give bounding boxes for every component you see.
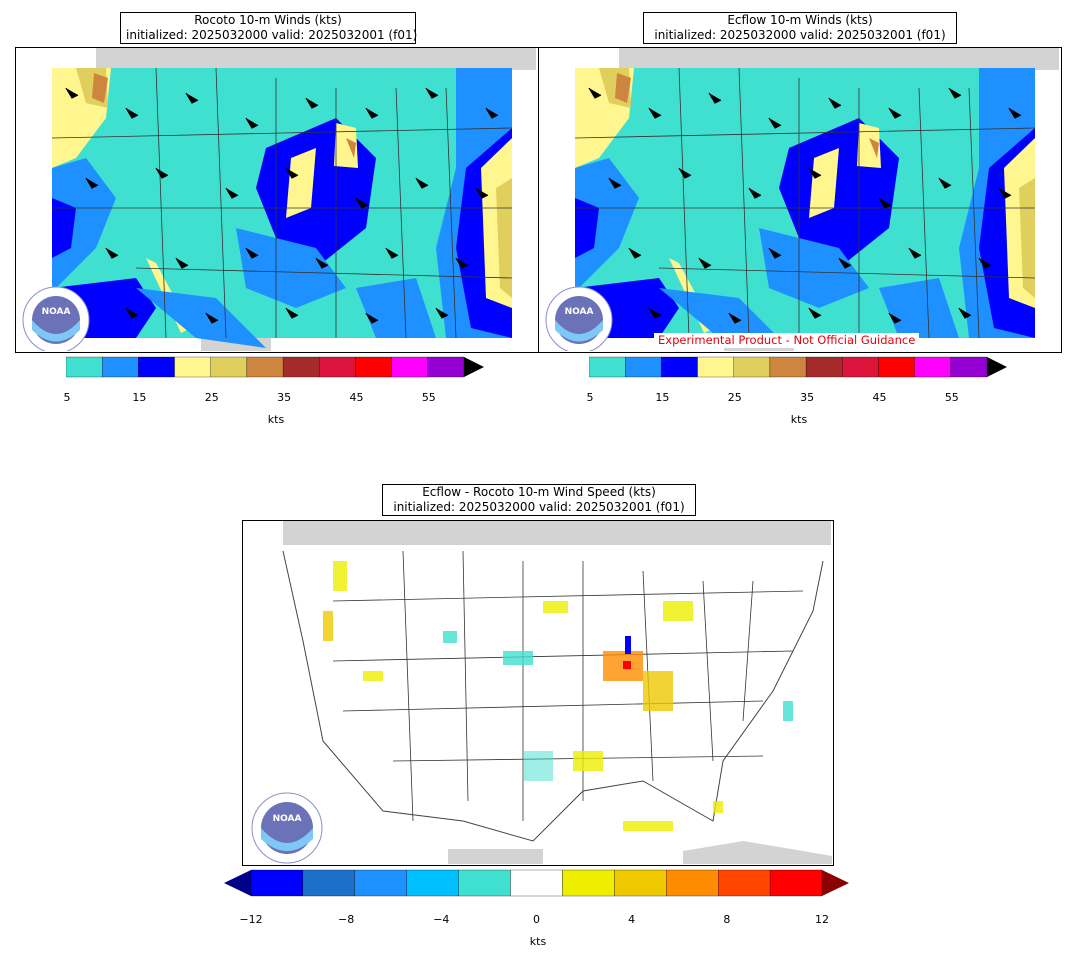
ecflow-wind-map: NOAA (538, 47, 1062, 353)
colorbar-swatch (510, 869, 563, 897)
difference-map-svg: NOAA (243, 521, 832, 864)
colorbar-tick-label: 15 (655, 391, 670, 404)
colorbar-tick-label: 25 (727, 391, 742, 404)
coastline (282, 550, 824, 842)
rocoto-title: Rocoto 10-m Winds (kts) (194, 13, 342, 27)
rocoto-map-svg: NOAA (16, 48, 537, 351)
colorbar-swatch (625, 356, 662, 378)
rocoto-title-box: Rocoto 10-m Winds (kts) initialized: 202… (120, 12, 418, 44)
colorbar-swatch (769, 869, 823, 897)
noaa-logo-text: NOAA (565, 307, 594, 317)
difference-title-box: Ecflow - Rocoto 10-m Wind Speed (kts) in… (382, 484, 696, 516)
rocoto-speed-colorbar (66, 356, 484, 378)
noaa-logo: NOAA (545, 286, 613, 351)
difference-subtitle: initialized: 2025032000 valid: 202503200… (393, 500, 685, 514)
colorbar-extend-arrow (987, 357, 1007, 377)
colorbar-tick-label: 35 (800, 391, 815, 404)
colorbar-tick-label: −8 (338, 913, 355, 926)
wind-barbs (65, 87, 499, 324)
state-borders (574, 67, 1036, 339)
noaa-logo-text: NOAA (273, 814, 302, 824)
ocean-mask (96, 48, 536, 70)
ocean-mask (283, 521, 831, 545)
noaa-logo: NOAA (22, 286, 90, 351)
colorbar-tick-label: 12 (815, 913, 829, 926)
noaa-logo: NOAA (251, 792, 323, 864)
colorbar-swatch (718, 869, 771, 897)
difference-title: Ecflow - Rocoto 10-m Wind Speed (kts) (422, 485, 656, 499)
difference-colorbar-units: kts (529, 935, 547, 948)
colorbar-swatch (950, 356, 988, 378)
ecflow-colorbar-units: kts (790, 413, 808, 426)
colorbar-tick-label: 55 (421, 391, 436, 404)
colorbar-tick-label: 8 (723, 913, 731, 926)
ecflow-subtitle: initialized: 2025032000 valid: 202503200… (654, 28, 946, 42)
ecflow-title: Ecflow 10-m Winds (kts) (727, 13, 873, 27)
colorbar-swatch (391, 356, 428, 378)
colorbar-tick-label: 55 (944, 391, 959, 404)
colorbar-swatch (458, 869, 511, 897)
colorbar-swatch (302, 869, 355, 897)
experimental-disclaimer: Experimental Product - Not Official Guid… (654, 333, 920, 348)
colorbar-tick-label: 5 (63, 391, 71, 404)
colorbar-swatch (354, 869, 407, 897)
colorbar-tick-label: 0 (533, 913, 540, 926)
colorbar-swatch (769, 356, 807, 378)
colorbar-swatch (102, 356, 139, 378)
colorbar-swatch (562, 869, 615, 897)
colorbar-swatch (355, 356, 392, 378)
colorbar-swatch (878, 356, 915, 378)
colorbar-swatch (210, 356, 248, 378)
colorbar-swatch (805, 356, 843, 378)
colorbar-swatch (697, 356, 734, 378)
ecflow-speed-colorbar (589, 356, 1007, 378)
colorbar-swatch (250, 869, 304, 897)
colorbar-swatch (842, 356, 879, 378)
colorbar-swatch (282, 356, 320, 378)
noaa-logo-text: NOAA (42, 307, 71, 317)
colorbar-swatch (589, 356, 626, 378)
rocoto-colorbar-units: kts (267, 413, 285, 426)
colorbar-tick-label: 35 (277, 391, 292, 404)
colorbar-tick-label: 5 (586, 391, 594, 404)
difference-map: NOAA (242, 520, 834, 866)
colorbar-tick-label: 15 (132, 391, 147, 404)
colorbar-swatch (666, 869, 719, 897)
rocoto-wind-map: NOAA (15, 47, 539, 353)
colorbar-swatch (614, 869, 667, 897)
state-borders (332, 550, 804, 822)
colorbar-tick-label: 45 (349, 391, 364, 404)
colorbar-extend-low-arrow (224, 870, 251, 896)
colorbar-tick-label: −12 (239, 913, 263, 926)
colorbar-extend-high-arrow (822, 870, 849, 896)
colorbar-swatch (661, 356, 698, 378)
rocoto-subtitle: initialized: 2025032000 valid: 202503200… (126, 28, 418, 42)
colorbar-tick-label: 25 (204, 391, 219, 404)
colorbar-swatch (406, 869, 459, 897)
state-borders (51, 67, 513, 339)
colorbar-tick-label: 4 (628, 913, 636, 926)
difference-colorbar (224, 869, 849, 897)
ecflow-title-box: Ecflow 10-m Winds (kts) initialized: 202… (643, 12, 957, 44)
colorbar-swatch (174, 356, 211, 378)
ocean-mask (619, 48, 1059, 70)
colorbar-swatch (246, 356, 284, 378)
difference-speckles (323, 561, 793, 831)
colorbar-swatch (319, 356, 356, 378)
colorbar-swatch (427, 356, 465, 378)
wind-barbs (588, 87, 1022, 324)
colorbar-tick-label: −4 (433, 913, 450, 926)
colorbar-swatch (914, 356, 951, 378)
colorbar-swatch (138, 356, 175, 378)
ecflow-map-svg: NOAA (539, 48, 1060, 351)
colorbar-swatch (733, 356, 771, 378)
colorbar-extend-arrow (464, 357, 484, 377)
colorbar-swatch (66, 356, 103, 378)
colorbar-tick-label: 45 (872, 391, 887, 404)
ocean-mask (448, 849, 543, 864)
